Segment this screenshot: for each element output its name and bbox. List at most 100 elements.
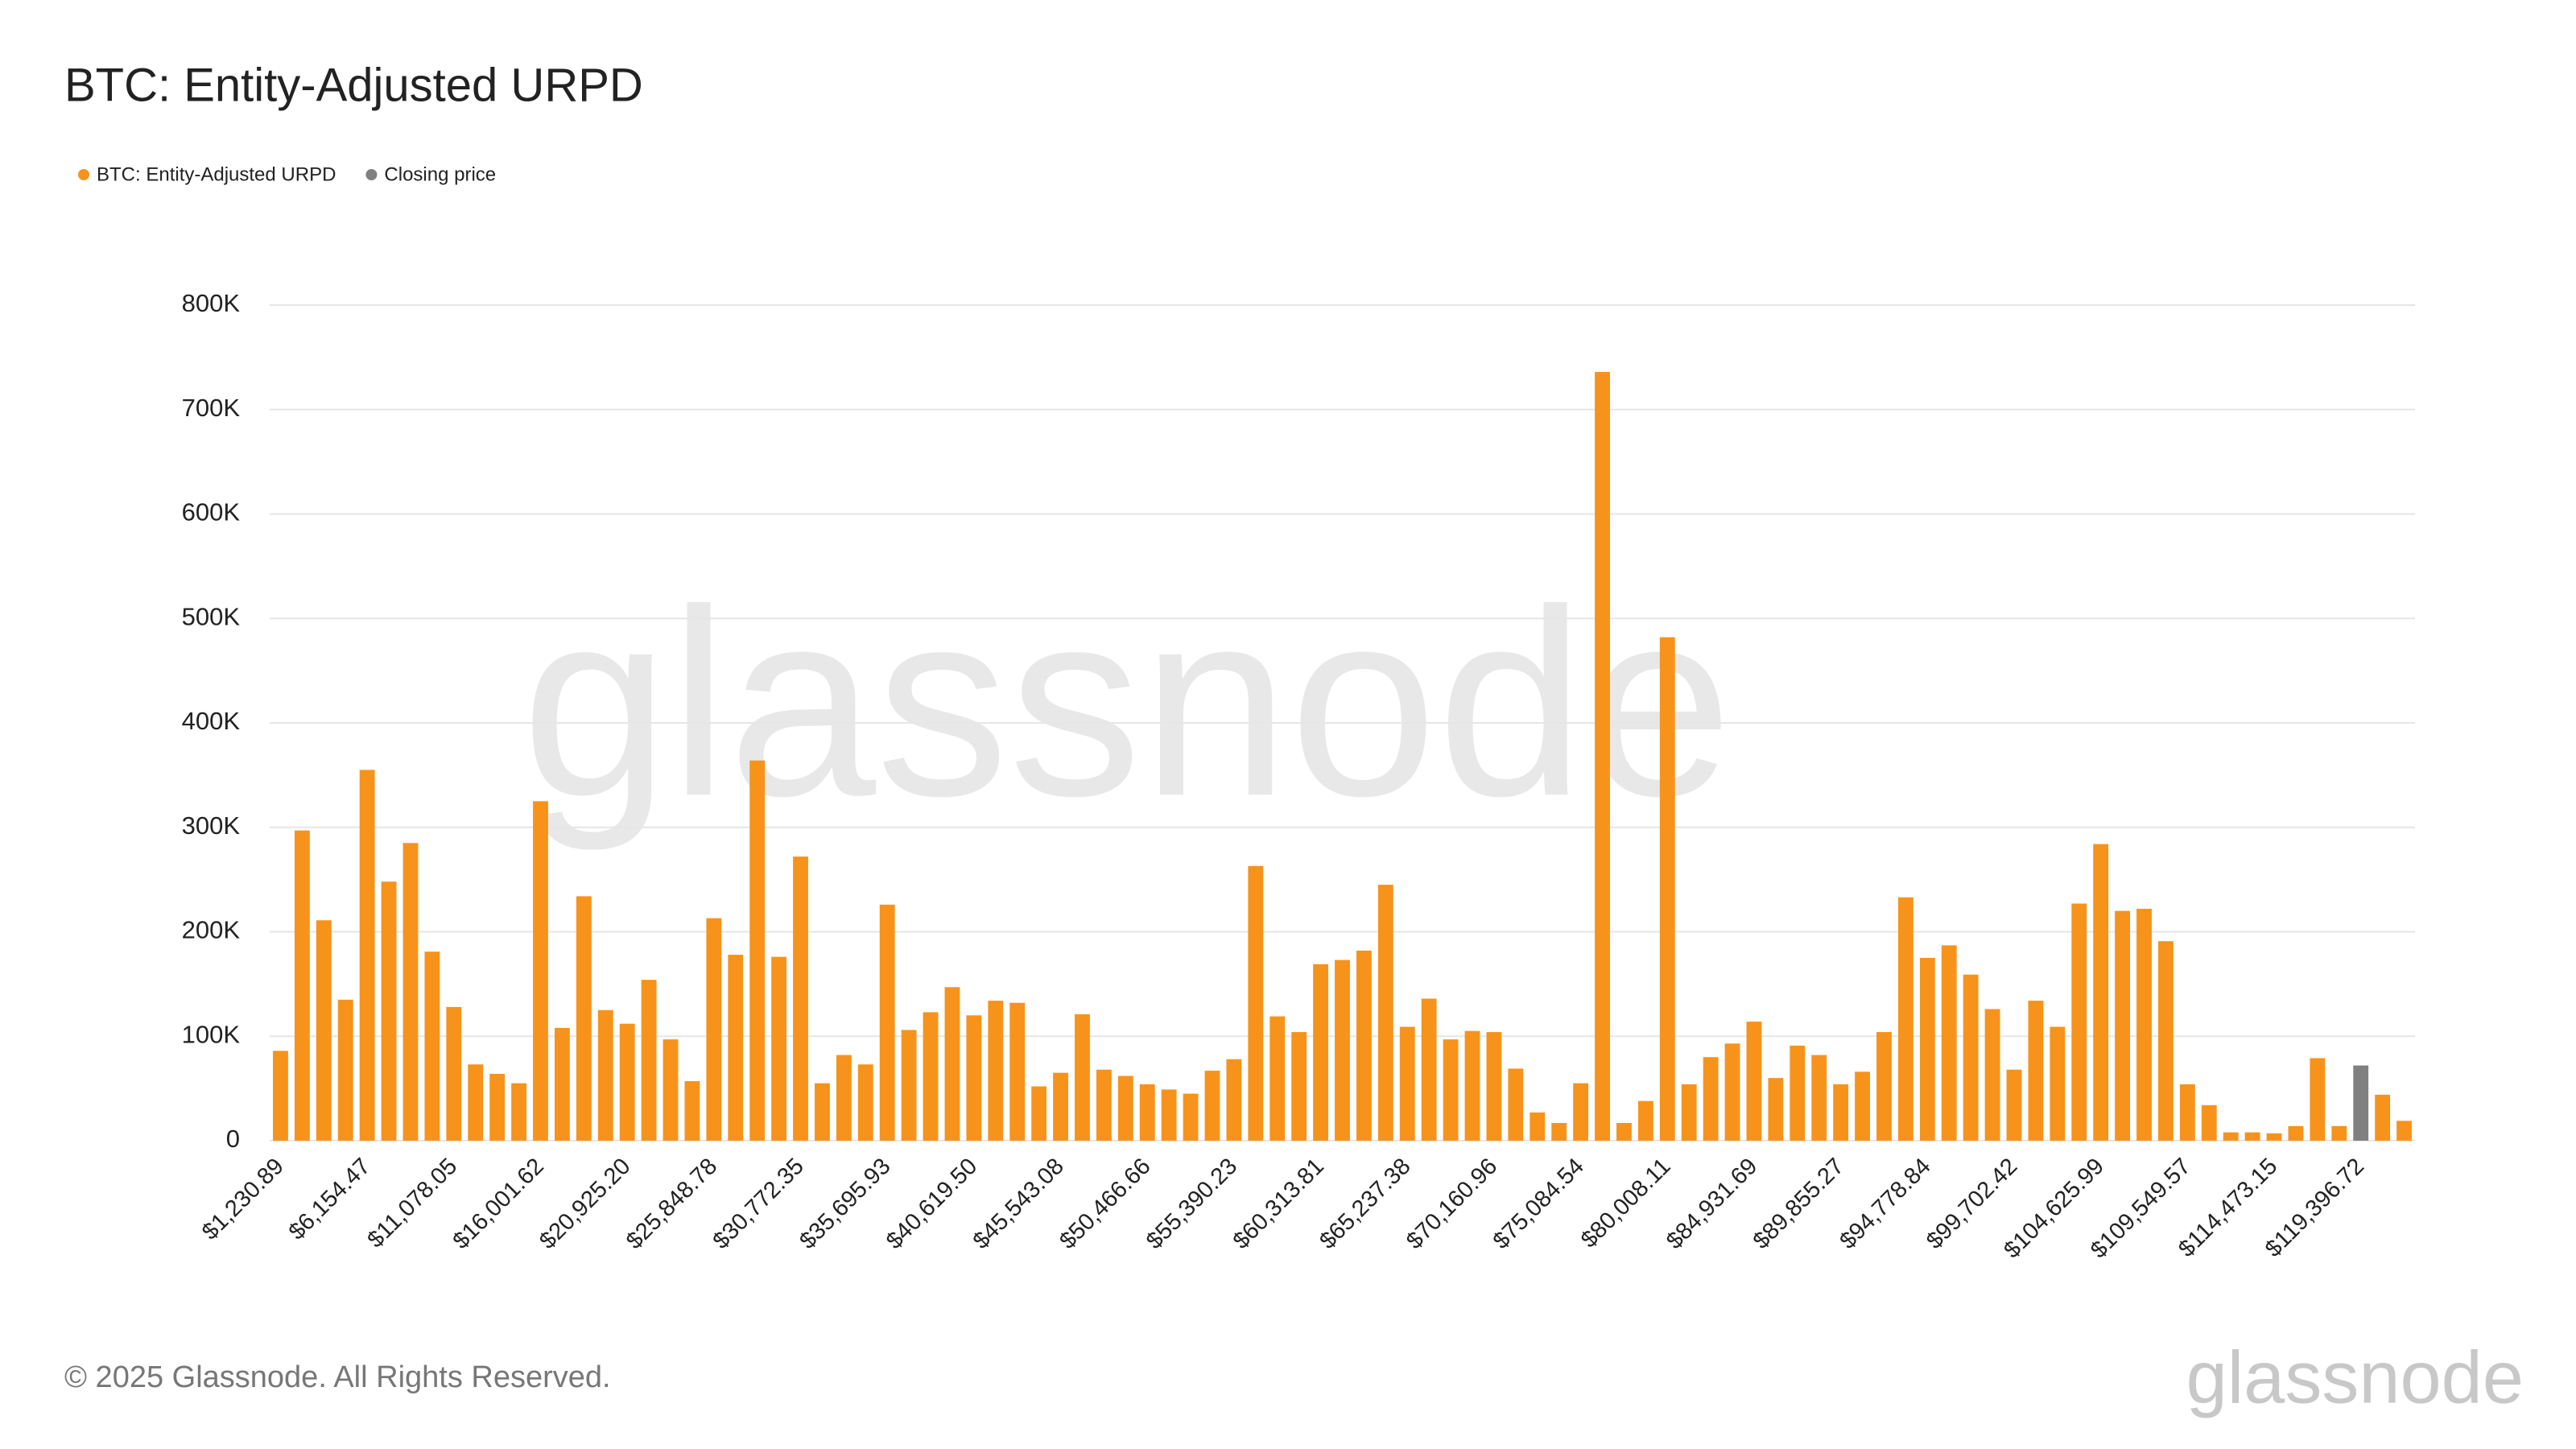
- y-tick-label: 500K: [182, 602, 241, 630]
- bar: [2310, 1058, 2326, 1141]
- bar: [857, 1064, 873, 1141]
- chart-title: BTC: Entity-Adjusted URPD: [64, 59, 643, 111]
- bar: [554, 1027, 570, 1141]
- bar: [2244, 1132, 2260, 1141]
- bar: [1117, 1075, 1133, 1141]
- bar: [1204, 1071, 1220, 1141]
- bar: [1399, 1026, 1415, 1141]
- legend-label: BTC: Entity-Adjusted URPD: [97, 163, 336, 185]
- bar: [1573, 1083, 1589, 1141]
- bar: [1508, 1068, 1524, 1141]
- x-tick-label: $65,237.38: [1315, 1154, 1415, 1254]
- logo: glassnode: [2186, 1336, 2524, 1418]
- x-tick-label: $1,230.89: [197, 1154, 289, 1245]
- bar: [1269, 1016, 1286, 1141]
- bar: [728, 955, 744, 1141]
- bar: [1248, 865, 1264, 1141]
- bar: [1659, 637, 1675, 1141]
- x-tick-label: $50,466.66: [1055, 1154, 1155, 1254]
- x-tick-label: $40,619.50: [881, 1154, 982, 1254]
- y-tick-label: 200K: [182, 916, 241, 944]
- bar: [2093, 844, 2109, 1141]
- bar: [663, 1039, 679, 1141]
- bar: [576, 896, 592, 1141]
- bar: [1963, 974, 1979, 1141]
- bar: [381, 881, 397, 1141]
- bar: [1464, 1030, 1480, 1141]
- bar: [1530, 1112, 1546, 1141]
- bar: [511, 1083, 526, 1141]
- bar: [1703, 1057, 1719, 1141]
- legend: BTC: Entity-Adjusted URPD Closing price: [78, 163, 496, 185]
- x-tick-label: $80,008.11: [1576, 1154, 1676, 1253]
- bar: [1356, 950, 1372, 1141]
- bar: [2028, 1001, 2044, 1141]
- bar: [1486, 1032, 1502, 1141]
- bar: [1226, 1059, 1242, 1141]
- bar: [468, 1064, 484, 1141]
- x-tick-label: $70,160.96: [1402, 1154, 1502, 1254]
- legend-marker: [78, 169, 89, 180]
- bar: [1161, 1089, 1177, 1141]
- bar: [1616, 1122, 1632, 1141]
- y-tick-label: 600K: [182, 498, 241, 526]
- x-tick-label: $94,778.84: [1835, 1154, 1935, 1254]
- y-tick-label: 300K: [182, 811, 241, 840]
- bar: [424, 952, 440, 1141]
- bar: [533, 801, 548, 1141]
- bar: [2223, 1132, 2239, 1141]
- bars: [273, 372, 2412, 1141]
- x-tick-label: $84,931.69: [1662, 1154, 1762, 1254]
- x-tick-label: $30,772.35: [708, 1154, 809, 1254]
- bar: [1075, 1014, 1090, 1141]
- bar: [1941, 945, 1957, 1141]
- bar: [1855, 1071, 1870, 1141]
- y-tick-label: 100K: [182, 1020, 241, 1048]
- bar: [944, 987, 960, 1141]
- bar: [2375, 1094, 2391, 1141]
- x-tick-label: $20,925.20: [535, 1154, 635, 1254]
- x-tick-label: $75,084.54: [1488, 1154, 1589, 1254]
- x-tick-label: $6,154.47: [284, 1154, 376, 1245]
- y-tick-label: 800K: [182, 289, 241, 317]
- bar: [1139, 1084, 1155, 1141]
- bar: [402, 843, 419, 1141]
- bar: [1919, 957, 1935, 1141]
- bar: [619, 1023, 635, 1141]
- bar: [1811, 1055, 1827, 1141]
- x-tick-label: $89,855.27: [1748, 1154, 1849, 1254]
- bar: [359, 770, 375, 1141]
- bar: [1724, 1043, 1740, 1141]
- x-tick-label: $16,001.62: [448, 1154, 549, 1254]
- bar: [988, 1001, 1004, 1141]
- bar: [923, 1012, 939, 1141]
- bar: [706, 918, 722, 1141]
- x-tick-label: $45,543.08: [968, 1154, 1069, 1254]
- bar: [1096, 1069, 1112, 1141]
- bar: [1833, 1084, 1849, 1141]
- bar: [489, 1073, 506, 1141]
- bar: [1291, 1032, 1307, 1141]
- x-tick-label: $60,313.81: [1228, 1154, 1329, 1254]
- bar: [641, 980, 657, 1141]
- bar: [966, 1015, 982, 1141]
- bar: [597, 1009, 613, 1141]
- x-tick-label: $35,695.93: [795, 1154, 895, 1254]
- bar: [836, 1055, 852, 1141]
- bar: [2050, 1026, 2066, 1141]
- bar: [2115, 910, 2131, 1141]
- bar: [2396, 1121, 2412, 1141]
- bar: [684, 1081, 700, 1141]
- bar: [771, 956, 787, 1141]
- bar: [2006, 1069, 2022, 1141]
- watermark: glassnode: [522, 554, 1733, 852]
- bar: [2266, 1133, 2282, 1141]
- y-tick-label: 400K: [182, 707, 241, 735]
- bar: [2179, 1084, 2195, 1141]
- bar: [1053, 1072, 1068, 1141]
- y-tick-label: 0: [226, 1125, 240, 1153]
- bar: [1443, 1039, 1459, 1141]
- bar: [1637, 1100, 1653, 1141]
- bar: [1876, 1032, 1892, 1141]
